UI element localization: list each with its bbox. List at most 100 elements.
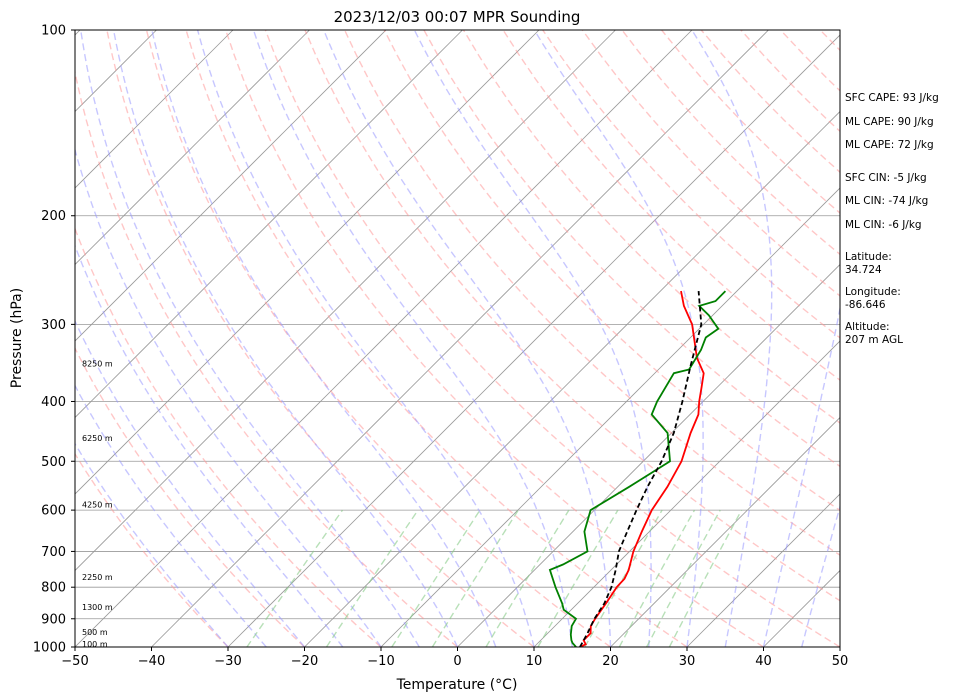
y-tick-label: 1000 bbox=[33, 641, 66, 656]
longitude-value: -86.646 bbox=[845, 299, 886, 311]
dry-adiabat-line bbox=[106, 30, 535, 647]
plot-frame bbox=[74, 29, 841, 648]
dry-adiabat-line bbox=[343, 30, 840, 556]
x-tick-label: −20 bbox=[291, 654, 318, 669]
mixing-ratio-line bbox=[391, 509, 481, 647]
moist-adiabat-line bbox=[691, 30, 773, 647]
isotherm-line bbox=[380, 187, 840, 647]
altitude-label: Altitude: bbox=[845, 321, 890, 333]
y-tick-label: 500 bbox=[41, 455, 66, 470]
sfc-cin-text: SFC CIN: -5 J/kg bbox=[845, 171, 927, 184]
dry-adiabat-line bbox=[304, 30, 840, 602]
height-labels: 100 m 500 m 1300 m 2250 m 4250 m 6250 m 8250 m bbox=[82, 359, 113, 648]
x-tick-label: 0 bbox=[453, 654, 461, 669]
moist-adiabat-line bbox=[151, 30, 497, 647]
altitude-block: Altitude: 207 m AGL bbox=[845, 321, 939, 356]
dry-adiabat-line bbox=[264, 30, 840, 647]
mixing-ratio-line bbox=[431, 509, 519, 647]
y-tick-label: 700 bbox=[41, 545, 66, 560]
longitude-block: Longitude: -86.646 bbox=[845, 286, 939, 321]
dry-adiabat-line bbox=[542, 30, 840, 339]
x-tick-label: 40 bbox=[755, 654, 772, 669]
moist-adiabat-line bbox=[801, 504, 840, 647]
dry-adiabat-line bbox=[423, 30, 840, 468]
latitude-block: Latitude: 34.724 bbox=[845, 251, 939, 286]
profile-lines bbox=[548, 290, 727, 647]
ml-cape-text: ML CAPE: 90 J/kg bbox=[845, 115, 934, 128]
dewpoint-line bbox=[548, 290, 727, 647]
dry-adiabat-line bbox=[75, 346, 305, 647]
mixing-ratio-line bbox=[668, 509, 743, 647]
y-tick-label: 100 bbox=[41, 24, 66, 39]
mixing-ratio-line bbox=[246, 509, 344, 647]
moist-adiabat-line bbox=[75, 244, 344, 647]
dry-adiabat-line bbox=[75, 452, 229, 647]
dry-adiabat-line bbox=[581, 30, 840, 297]
chart-title: 2023/12/03 00:07 MPR Sounding bbox=[334, 8, 581, 26]
isotherm-line bbox=[75, 30, 234, 189]
latitude-label: Latitude: bbox=[845, 251, 892, 263]
x-tick-label: 50 bbox=[832, 654, 849, 669]
isotherm-line bbox=[227, 34, 840, 647]
x-tick-label: −30 bbox=[214, 654, 241, 669]
dry-adiabat-line bbox=[75, 68, 458, 647]
dry-adiabat-line bbox=[145, 30, 611, 647]
y-tick-label: 900 bbox=[41, 612, 66, 627]
mixing-ratio-line bbox=[485, 509, 570, 647]
x-tick-label: 20 bbox=[602, 654, 619, 669]
latitude-value: 34.724 bbox=[845, 264, 882, 276]
temperature-line bbox=[579, 290, 705, 647]
altitude-value: 207 m AGL bbox=[845, 334, 903, 346]
moist-adiabat-line bbox=[75, 384, 267, 647]
background-lines bbox=[0, 30, 840, 647]
ml-cin-text-2: ML CIN: -6 J/kg bbox=[845, 218, 922, 231]
height-label: 1300 m bbox=[82, 603, 113, 612]
dry-adiabat-line bbox=[383, 30, 840, 512]
isotherm-line bbox=[75, 30, 693, 647]
height-label: 6250 m bbox=[82, 434, 113, 443]
dry-adiabat-line bbox=[462, 30, 840, 424]
x-tick-label: 30 bbox=[679, 654, 696, 669]
dry-adiabat-line bbox=[225, 30, 764, 647]
height-label: 500 m bbox=[82, 628, 108, 637]
moist-adiabat-line bbox=[252, 30, 573, 647]
x-tick-label: 10 bbox=[526, 654, 543, 669]
moist-adiabat-line bbox=[533, 30, 704, 647]
mixing-ratio-line bbox=[645, 509, 721, 647]
y-tick-label: 300 bbox=[41, 318, 66, 333]
sfc-cape-text: SFC CAPE: 93 J/kg bbox=[845, 92, 939, 104]
x-tick-label: −40 bbox=[138, 654, 165, 669]
moist-adiabat-line bbox=[75, 442, 229, 647]
longitude-label: Longitude: bbox=[845, 286, 901, 298]
height-label: 8250 m bbox=[82, 359, 113, 368]
moist-adiabat-line bbox=[413, 30, 652, 647]
ml-cin-text: ML CIN: -74 J/kg bbox=[845, 195, 929, 207]
moist-adiabat-line bbox=[75, 147, 382, 647]
y-tick-label: 600 bbox=[41, 504, 66, 519]
mixing-ratio-line bbox=[618, 509, 696, 647]
dry-adiabat-line bbox=[75, 226, 382, 647]
x-tick-label: −50 bbox=[61, 654, 88, 669]
isotherm-line bbox=[75, 30, 387, 342]
isotherm-line bbox=[75, 30, 463, 419]
isotherm-line bbox=[75, 30, 540, 495]
ml-cape-text-2: ML CAPE: 72 J/kg bbox=[845, 139, 934, 151]
y-tick-label: 800 bbox=[41, 581, 66, 596]
moist-adiabat-line bbox=[762, 304, 840, 647]
height-label: 100 m bbox=[82, 640, 108, 649]
isotherm-line bbox=[610, 416, 840, 647]
moist-adiabat-line bbox=[112, 30, 459, 647]
mixing-ratio-line bbox=[325, 509, 419, 647]
x-axis-label: Temperature (°C) bbox=[396, 677, 518, 693]
y-axis-label: Pressure (hPa) bbox=[9, 288, 25, 388]
isotherm-line bbox=[686, 493, 840, 647]
y-tick-label: 400 bbox=[41, 395, 66, 410]
height-label: 4250 m bbox=[82, 501, 113, 510]
isotherm-line bbox=[0, 30, 4, 647]
sounding-stats-panel: SFC CAPE: 93 J/kg ML CAPE: 90 J/kg ML CA… bbox=[845, 92, 939, 356]
isotherm-line bbox=[75, 30, 310, 266]
y-tick-label: 200 bbox=[41, 209, 66, 224]
x-axis-ticks: −50 −40 −30 −20 −10 0 10 20 30 40 50 bbox=[61, 647, 848, 669]
height-label: 2250 m bbox=[82, 573, 113, 582]
